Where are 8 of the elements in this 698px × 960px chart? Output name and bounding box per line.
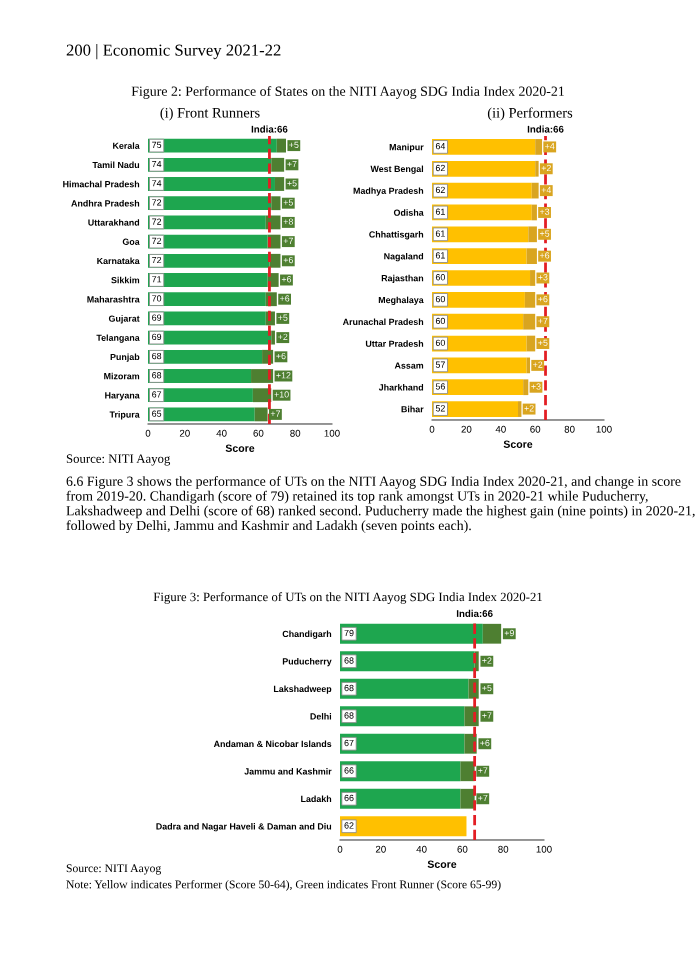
bar <box>340 733 465 754</box>
bar <box>340 788 461 809</box>
bar <box>340 816 467 837</box>
bar <box>340 761 461 782</box>
text: 200 | Economic Survey 2021-22 <box>66 44 281 60</box>
bar <box>340 706 465 727</box>
bar <box>340 651 475 672</box>
bar <box>340 678 469 699</box>
